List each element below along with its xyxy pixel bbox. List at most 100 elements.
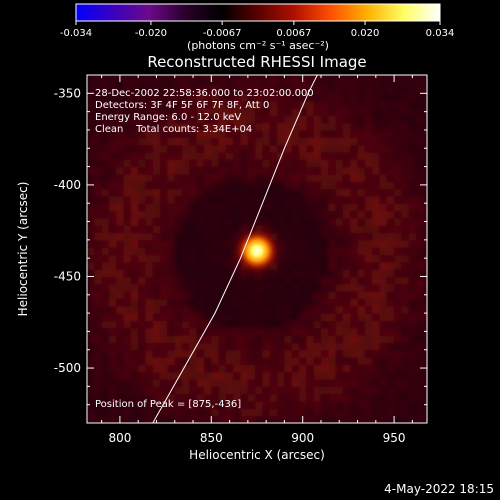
heatmap-cell <box>138 393 147 402</box>
heatmap-cell <box>401 283 410 292</box>
heatmap-cell <box>255 173 264 182</box>
heatmap-cell <box>408 342 417 351</box>
heatmap-cell <box>94 247 103 256</box>
heatmap-cell <box>225 247 234 256</box>
heatmap-cell <box>299 122 307 131</box>
heatmap-cell <box>269 93 278 102</box>
heatmap-cell <box>423 188 427 197</box>
heatmap-cell <box>255 195 264 204</box>
heatmap-cell <box>189 188 198 197</box>
heatmap-cell <box>174 166 183 175</box>
heatmap-cell <box>94 107 103 116</box>
heatmap-cell <box>189 254 198 263</box>
heatmap-cell <box>108 371 117 380</box>
heatmap-cell <box>203 276 212 285</box>
heatmap-cell <box>342 181 351 190</box>
heatmap-cell <box>218 159 227 168</box>
heatmap-cell <box>160 144 169 153</box>
heatmap-cell <box>350 415 359 423</box>
heatmap-cell <box>145 166 154 175</box>
heatmap-cell <box>152 320 161 329</box>
heatmap-cell <box>401 261 410 270</box>
heatmap-cell <box>203 129 212 138</box>
heatmap-cell <box>218 75 227 80</box>
heatmap-cell <box>167 283 176 292</box>
heatmap-cell <box>416 75 424 80</box>
heatmap-cell <box>116 386 125 395</box>
heatmap-cell <box>364 78 373 87</box>
heatmap-cell <box>182 298 190 307</box>
heatmap-cell <box>313 78 322 87</box>
heatmap-cell <box>167 247 176 256</box>
heatmap-cell <box>101 305 110 314</box>
heatmap-cell <box>225 349 234 358</box>
heatmap-cell <box>320 85 329 94</box>
heatmap-cell <box>130 364 139 373</box>
heatmap-cell <box>203 115 212 124</box>
heatmap-cell <box>379 349 388 358</box>
heatmap-cell <box>284 386 293 395</box>
heatmap-cell <box>313 357 322 365</box>
heatmap-cell <box>247 78 256 87</box>
heatmap-cell <box>167 210 176 219</box>
heatmap-cell <box>225 195 234 204</box>
heatmap-cell <box>145 100 154 109</box>
heatmap-cell <box>335 195 344 204</box>
heatmap-cell <box>130 173 139 182</box>
heatmap-cell <box>277 122 286 131</box>
heatmap-cell <box>291 137 300 146</box>
heatmap-cell <box>255 415 264 423</box>
heatmap-cell <box>386 93 395 102</box>
heatmap-cell <box>386 276 395 285</box>
heatmap-cell <box>313 327 322 336</box>
heatmap-cell <box>306 364 315 373</box>
heatmap-cell <box>255 379 264 387</box>
heatmap-cell <box>101 159 110 168</box>
heatmap-cell <box>416 100 424 109</box>
heatmap-cell <box>152 408 161 417</box>
heatmap-cell <box>182 107 190 116</box>
heatmap-cell <box>306 203 315 212</box>
heatmap-cell <box>262 210 271 219</box>
heatmap-cell <box>225 151 234 160</box>
heatmap-cell <box>401 137 410 146</box>
heatmap-cell <box>101 313 110 322</box>
heatmap-cell <box>394 203 403 212</box>
heatmap-cell <box>291 217 300 226</box>
heatmap-cell <box>306 408 315 417</box>
heatmap-cell <box>328 364 337 373</box>
heatmap-cell <box>423 239 427 248</box>
heatmap-cell <box>182 386 190 395</box>
heatmap-cell <box>357 166 366 175</box>
heatmap-cell <box>291 93 300 102</box>
heatmap-cell <box>269 144 278 153</box>
heatmap-cell <box>203 210 212 219</box>
heatmap-cell <box>225 137 234 146</box>
heatmap-cell <box>123 364 132 373</box>
heatmap-cell <box>394 159 403 168</box>
heatmap-cell <box>225 225 234 234</box>
heatmap-cell <box>247 327 256 336</box>
heatmap-cell <box>240 100 249 109</box>
heatmap-cell <box>386 379 395 387</box>
heatmap-cell <box>203 291 212 300</box>
heatmap-cell <box>262 313 271 322</box>
heatmap-cell <box>379 115 388 124</box>
heatmap-cell <box>328 320 337 329</box>
heatmap-cell <box>94 239 103 248</box>
heatmap-cell <box>299 291 307 300</box>
heatmap-cell <box>203 100 212 109</box>
heatmap-cell <box>116 379 125 387</box>
heatmap-cell <box>372 247 381 256</box>
heatmap-cell <box>123 320 132 329</box>
heatmap-cell <box>320 217 329 226</box>
heatmap-cell <box>342 159 351 168</box>
heatmap-cell <box>350 408 359 417</box>
heatmap-cell <box>364 298 373 307</box>
heatmap-cell <box>196 166 205 175</box>
heatmap-cell <box>130 210 139 219</box>
heatmap-cell <box>211 298 220 307</box>
heatmap-cell <box>364 364 373 373</box>
heatmap-cell <box>306 298 315 307</box>
heatmap-cell <box>211 166 220 175</box>
